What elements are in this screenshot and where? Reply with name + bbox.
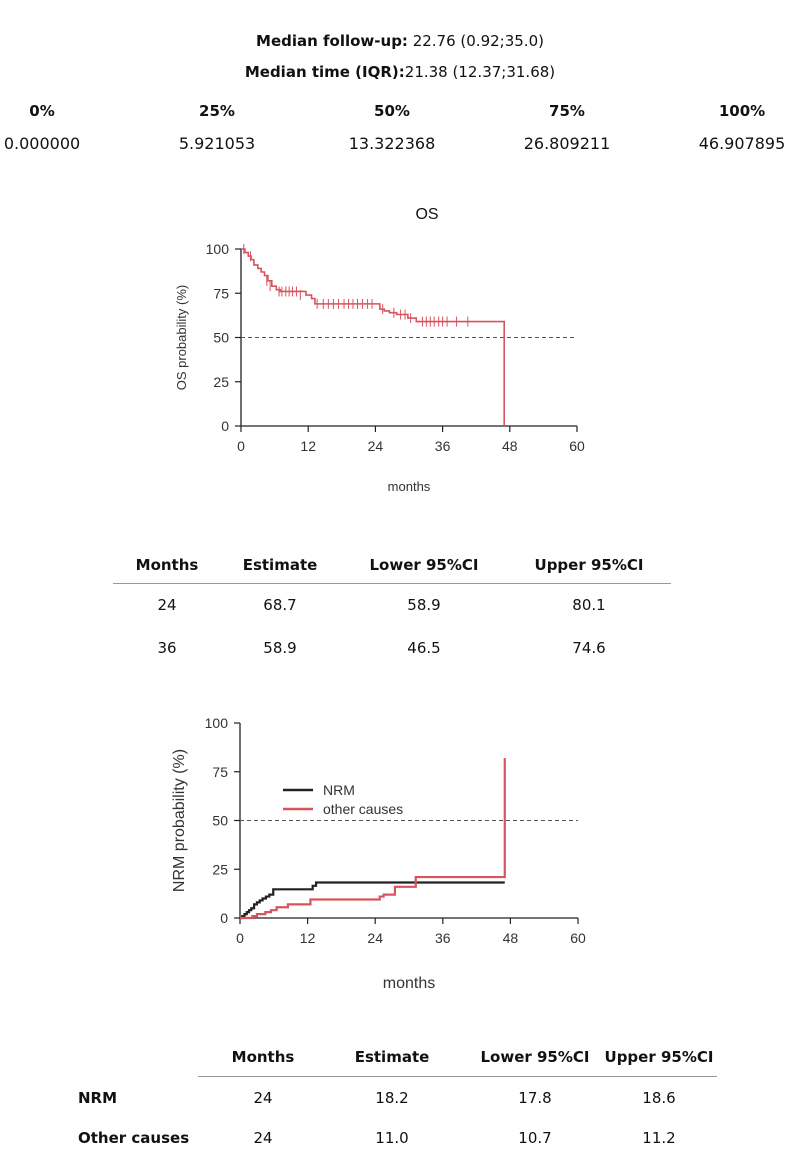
os-table-header: Lower 95%CI [369,556,479,574]
os-table-cell: 74.6 [572,639,606,657]
nrm-table-header: Estimate [354,1048,430,1066]
nrm-table-cell: 17.8 [518,1089,552,1107]
median-time-line: Median time (IQR):21.38 (12.37;31.68) [0,63,800,81]
nrm-table-cell: 24 [253,1089,273,1107]
os-table-header: Estimate [242,556,318,574]
os-table-cell: 24 [157,596,177,614]
quantile-value: 0.000000 [3,134,81,153]
y-tick-label: 0 [221,418,229,434]
quantile-value: 46.907895 [698,134,786,153]
x-tick-label: 0 [236,930,244,946]
series-line-other-causes [240,758,506,920]
os-table-header: Upper 95%CI [534,556,644,574]
y-tick-label: 100 [206,241,230,257]
median-followup-value: 22.76 (0.92;35.0) [407,32,544,50]
x-tick-label: 60 [569,438,585,454]
nrm-table-header: Lower 95%CI [480,1048,590,1066]
x-tick-label: 36 [435,438,451,454]
chart-title: OS [415,206,438,223]
quantile-value: 13.322368 [348,134,436,153]
quantile-value: 5.921053 [178,134,256,153]
legend-label: NRM [323,782,355,798]
nrm-chart: 0 25 50 75 100 0 12 24 36 48 60 months NRM probabili… [171,715,586,992]
quantile-header: 100% [718,102,766,120]
nrm-table-cell: 18.6 [642,1089,676,1107]
series-line-os [241,248,505,426]
os-table-cell: 80.1 [572,596,606,614]
os-table-header: Months [135,556,199,574]
os-table-rule [113,583,671,584]
quantile-header: 50% [374,102,410,120]
y-tick-label: 25 [213,374,229,390]
x-tick-label: 12 [300,438,316,454]
quantile-value: 26.809211 [523,134,611,153]
os-table-cell: 58.9 [263,639,297,657]
os-table-cell: 68.7 [263,596,297,614]
y-tick-label: 75 [212,764,228,780]
y-tick-label: 100 [205,715,229,731]
nrm-table-cell: 11.0 [375,1129,409,1147]
y-axis-label: NRM probability (%) [171,749,188,892]
nrm-table-cell: 24 [253,1129,273,1147]
x-tick-label: 36 [435,930,451,946]
os-table-cell: 36 [157,639,177,657]
x-axis-label: months [383,975,435,992]
os-chart: OS 0 25 50 75 100 0 12 24 36 48 60 months OS probabil… [174,206,585,494]
nrm-table-header: Upper 95%CI [604,1048,714,1066]
y-tick-label: 25 [212,861,228,877]
y-tick-label: 50 [212,813,228,829]
nrm-table-row-label: Other causes [78,1129,190,1147]
median-time-label: Median time (IQR): [244,63,405,81]
nrm-table-rule [198,1076,717,1077]
nrm-table-header: Months [231,1048,295,1066]
nrm-table-cell: 18.2 [375,1089,409,1107]
y-axis-label: OS probability (%) [174,285,189,390]
x-tick-label: 12 [300,930,316,946]
quantile-header: 0% [29,102,55,120]
x-tick-label: 0 [237,438,245,454]
y-tick-label: 75 [213,285,229,301]
nrm-table-cell: 11.2 [642,1129,676,1147]
median-time-value: 21.38 (12.37;31.68) [404,63,556,81]
nrm-table-cell: 10.7 [518,1129,552,1147]
x-tick-label: 48 [502,438,518,454]
x-tick-label: 24 [367,930,383,946]
os-table-cell: 46.5 [407,639,441,657]
x-tick-label: 60 [570,930,586,946]
quantile-header: 25% [199,102,235,120]
median-followup-label: Median follow-up: [256,32,408,50]
y-tick-label: 50 [213,330,229,346]
quantile-value-row: 0.000000 5.921053 13.322368 26.809211 46… [0,134,800,156]
quantile-header-row: 0% 25% 50% 75% 100% [0,102,800,124]
nrm-table-row-label: NRM [78,1089,118,1107]
quantile-header: 75% [549,102,585,120]
x-tick-label: 48 [503,930,519,946]
median-followup-line: Median follow-up: 22.76 (0.92;35.0) [0,32,800,50]
os-table-cell: 58.9 [407,596,441,614]
legend-label: other causes [323,801,403,817]
x-axis-label: months [388,479,431,494]
x-tick-label: 24 [368,438,384,454]
y-tick-label: 0 [220,910,228,926]
series-line-nrm [240,881,505,920]
